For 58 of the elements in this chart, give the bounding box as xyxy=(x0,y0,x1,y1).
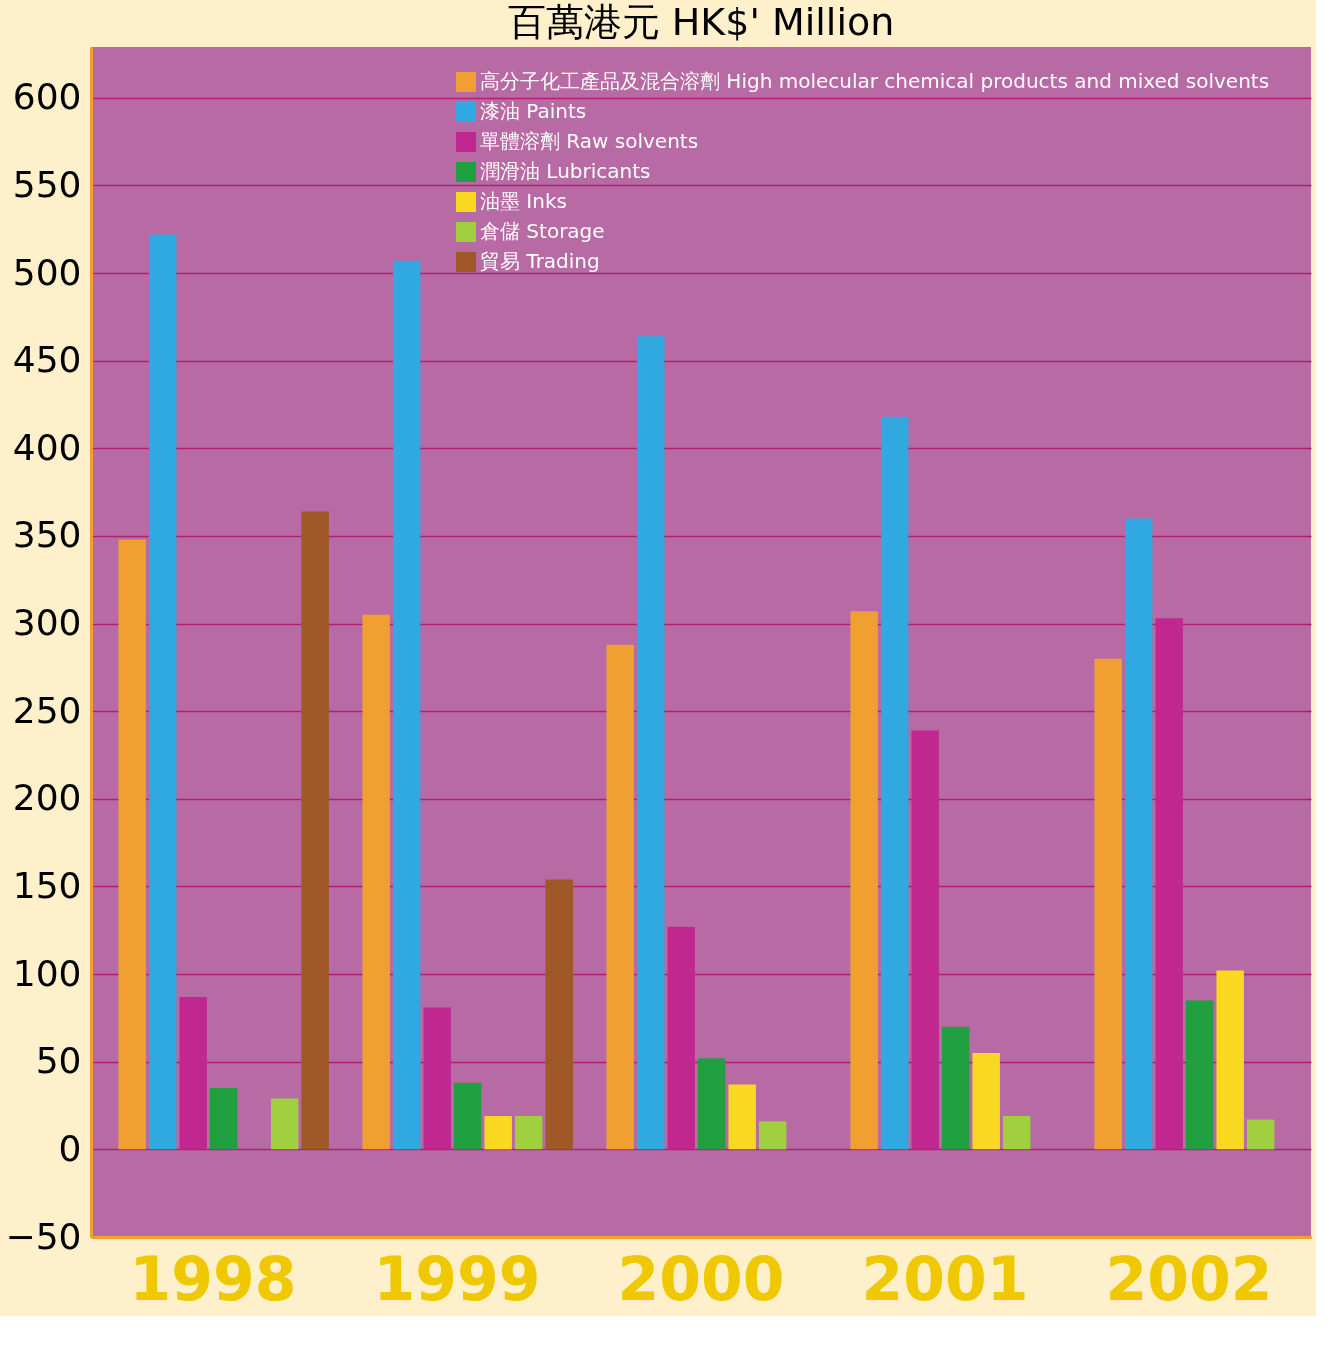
y-tick-label: 350 xyxy=(12,514,82,556)
y-tick-label: 50 xyxy=(35,1040,82,1082)
bar xyxy=(514,1116,543,1150)
bar xyxy=(1002,1116,1031,1150)
y-tick-label: 150 xyxy=(12,864,82,906)
bar xyxy=(148,234,177,1150)
bar xyxy=(179,996,207,1150)
bar xyxy=(606,644,634,1150)
bar xyxy=(667,926,695,1150)
bar xyxy=(1124,518,1153,1150)
bar xyxy=(423,1007,451,1150)
bar xyxy=(209,1088,238,1150)
y-tick-label: 100 xyxy=(12,952,82,994)
legend-label: 潤滑油 Lubricants xyxy=(480,159,651,183)
x-tick-label: 1999 xyxy=(373,1243,541,1314)
y-tick-label: 0 xyxy=(58,1127,82,1169)
bar xyxy=(697,1058,726,1150)
bar xyxy=(453,1082,482,1150)
legend-label: 倉儲 Storage xyxy=(480,219,605,243)
bar xyxy=(1216,970,1244,1150)
x-tick-label: 1998 xyxy=(129,1243,297,1314)
bar xyxy=(1155,618,1183,1150)
bar xyxy=(301,511,329,1150)
bar xyxy=(850,611,878,1150)
bar xyxy=(972,1052,1000,1150)
legend-label: 漆油 Paints xyxy=(480,99,587,123)
bar xyxy=(636,336,665,1150)
bar xyxy=(758,1121,787,1150)
chart-title: 百萬港元 HK$' Million xyxy=(507,0,895,44)
bar xyxy=(911,730,939,1150)
bar xyxy=(728,1084,756,1150)
y-tick-label: −50 xyxy=(5,1215,82,1257)
y-tick-label: 200 xyxy=(12,777,82,819)
bar xyxy=(880,416,909,1150)
bar xyxy=(1246,1119,1275,1150)
bar xyxy=(118,539,146,1150)
y-tick-label: 250 xyxy=(12,689,82,731)
bar xyxy=(392,260,421,1150)
y-tick-label: 400 xyxy=(12,426,82,468)
legend-label: 高分子化工產品及混合溶劑 High molecular chemical products and mixed solvents xyxy=(480,69,1270,93)
legend-label: 油墨 Inks xyxy=(480,189,567,213)
legend-label: 單體溶劑 Raw solvents xyxy=(480,129,699,153)
y-tick-label: 300 xyxy=(12,602,82,644)
bar xyxy=(1185,1000,1214,1150)
y-tick-label: 450 xyxy=(12,339,82,381)
x-tick-label: 2000 xyxy=(617,1243,785,1314)
bar xyxy=(941,1026,970,1150)
y-tick-label: 600 xyxy=(12,76,82,118)
bar xyxy=(362,614,390,1150)
y-tick-label: 500 xyxy=(12,251,82,293)
bar xyxy=(545,879,573,1150)
legend-label: 貿易 Trading xyxy=(480,249,600,273)
bar xyxy=(484,1116,512,1150)
bar xyxy=(1094,658,1122,1150)
x-tick-label: 2002 xyxy=(1105,1243,1273,1314)
bar xyxy=(270,1098,299,1150)
x-tick-label: 2001 xyxy=(861,1243,1029,1314)
y-tick-label: 550 xyxy=(12,163,82,205)
